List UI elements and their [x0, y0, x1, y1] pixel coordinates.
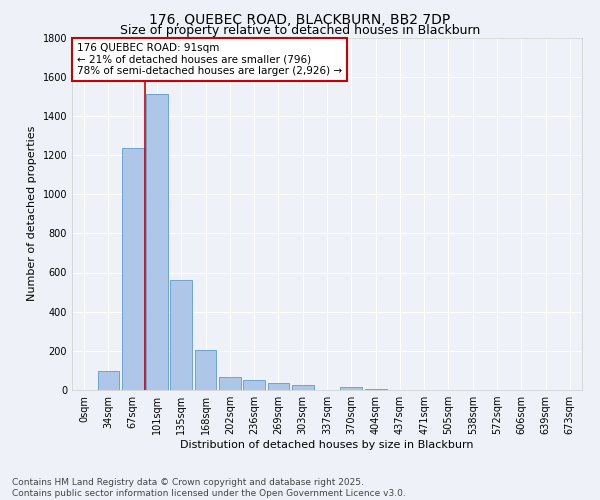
- Text: Contains HM Land Registry data © Crown copyright and database right 2025.
Contai: Contains HM Land Registry data © Crown c…: [12, 478, 406, 498]
- Bar: [97, 372, 119, 390]
- Bar: [194, 350, 217, 390]
- Bar: [292, 384, 314, 390]
- Y-axis label: Number of detached properties: Number of detached properties: [27, 126, 37, 302]
- Text: 176, QUEBEC ROAD, BLACKBURN, BB2 7DP: 176, QUEBEC ROAD, BLACKBURN, BB2 7DP: [149, 12, 451, 26]
- Bar: [170, 280, 192, 390]
- Bar: [243, 380, 265, 390]
- Text: Size of property relative to detached houses in Blackburn: Size of property relative to detached ho…: [120, 24, 480, 37]
- Bar: [122, 148, 143, 390]
- X-axis label: Distribution of detached houses by size in Blackburn: Distribution of detached houses by size …: [180, 440, 474, 450]
- Bar: [268, 382, 289, 390]
- Bar: [219, 378, 241, 390]
- Text: 176 QUEBEC ROAD: 91sqm
← 21% of detached houses are smaller (796)
78% of semi-de: 176 QUEBEC ROAD: 91sqm ← 21% of detached…: [77, 43, 342, 76]
- Bar: [340, 387, 362, 390]
- Bar: [146, 94, 168, 390]
- Bar: [365, 389, 386, 390]
